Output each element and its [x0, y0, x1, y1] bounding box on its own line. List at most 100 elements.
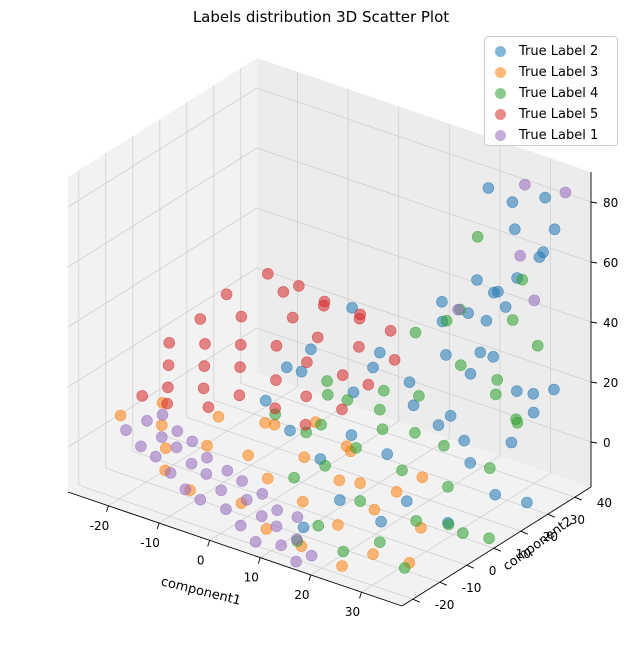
legend-label: True Label 3 — [519, 64, 599, 80]
data-point — [508, 223, 521, 235]
data-point — [156, 419, 168, 431]
data-point — [456, 527, 469, 539]
data-point — [341, 394, 354, 406]
data-point — [270, 374, 282, 386]
data-point — [201, 451, 213, 464]
data-point — [548, 223, 561, 236]
data-point — [487, 286, 500, 299]
data-point — [373, 536, 386, 549]
data-point — [353, 341, 365, 353]
z-tick-label: 0 — [603, 436, 611, 450]
x-tick-label: 30 — [345, 605, 360, 619]
data-point — [284, 424, 296, 437]
data-point — [432, 419, 445, 431]
data-point — [396, 464, 408, 477]
data-point — [120, 424, 132, 436]
data-point — [336, 369, 349, 381]
x-grid-line — [260, 123, 450, 558]
data-point — [440, 349, 452, 361]
legend-item: True Label 4 — [495, 83, 598, 103]
data-point — [236, 475, 248, 487]
legend: True Label 2 True Label 3 True Label 4 True… — [484, 36, 618, 146]
y-tick-label: 20 — [543, 530, 558, 544]
data-point — [373, 403, 386, 416]
y-grid-line — [240, 68, 575, 498]
legend-marker — [495, 108, 506, 120]
x-grid-line — [209, 106, 400, 541]
legend-item: True Label 1 — [495, 125, 598, 145]
data-point — [269, 402, 282, 415]
data-point — [489, 488, 502, 501]
data-point — [403, 376, 416, 389]
data-point — [474, 346, 487, 359]
tick-labels: -20 -10 0 10 20 30 -20 -10 0 10 20 30 40 0 20 40 60 80 — [90, 196, 619, 619]
x-tick-mark — [257, 557, 261, 564]
data-point — [464, 457, 477, 469]
data-point — [114, 409, 127, 422]
z-tick-label: 60 — [603, 256, 618, 270]
data-point — [270, 520, 283, 533]
data-point — [162, 359, 175, 372]
z-grid-line — [67, 327, 592, 448]
data-point — [249, 535, 262, 548]
series-4 — [136, 267, 401, 431]
z-tick-mark — [590, 321, 598, 324]
data-point — [291, 511, 304, 523]
data-point — [179, 483, 192, 496]
data-point — [290, 533, 303, 546]
x-tick-label: 0 — [197, 553, 205, 567]
data-point — [438, 439, 450, 452]
data-point — [400, 495, 413, 508]
data-point — [409, 426, 421, 439]
data-point — [311, 331, 324, 344]
series-5 — [120, 178, 572, 568]
data-point — [410, 515, 423, 527]
data-point — [528, 294, 541, 307]
data-point — [442, 480, 454, 493]
x-grid-line — [361, 158, 551, 593]
left-pane — [68, 58, 257, 492]
data-point — [483, 462, 496, 474]
z-tick-label: 80 — [603, 196, 618, 210]
data-point — [354, 308, 367, 321]
data-point — [149, 450, 162, 463]
data-point — [354, 477, 367, 489]
z-tick-label: 20 — [603, 376, 618, 390]
data-point — [261, 267, 274, 280]
data-point — [514, 250, 527, 262]
y-grid-line — [132, 136, 467, 566]
z-tick-label: 40 — [603, 316, 618, 330]
data-point — [506, 314, 519, 326]
chart-title: Labels distribution 3D Scatter Plot — [192, 8, 450, 26]
data-point — [235, 310, 248, 323]
z-grid-line — [67, 87, 592, 208]
data-point — [483, 532, 495, 545]
data-point — [215, 484, 227, 497]
data-point — [290, 555, 302, 568]
axis-lines — [67, 172, 598, 607]
data-point — [436, 295, 448, 308]
data-point — [164, 467, 177, 479]
data-point — [340, 440, 353, 453]
data-point — [299, 418, 312, 431]
series-3 — [269, 231, 544, 574]
data-point — [286, 311, 299, 324]
data-point — [194, 313, 207, 325]
data-point — [305, 549, 318, 562]
data-point — [384, 324, 397, 337]
data-point — [161, 397, 173, 410]
data-point — [388, 354, 401, 366]
data-point — [487, 350, 500, 363]
x-grid-line — [310, 140, 501, 576]
data-point — [442, 518, 455, 531]
data-point — [135, 440, 147, 453]
legend-item: True Label 3 — [495, 62, 598, 82]
data-point — [235, 338, 247, 351]
data-point — [321, 388, 334, 401]
data-point — [390, 485, 403, 498]
data-point — [288, 471, 300, 484]
x-tick-mark — [359, 592, 362, 599]
data-point — [186, 435, 198, 448]
data-point — [234, 361, 246, 373]
y-grid-line — [213, 85, 548, 515]
